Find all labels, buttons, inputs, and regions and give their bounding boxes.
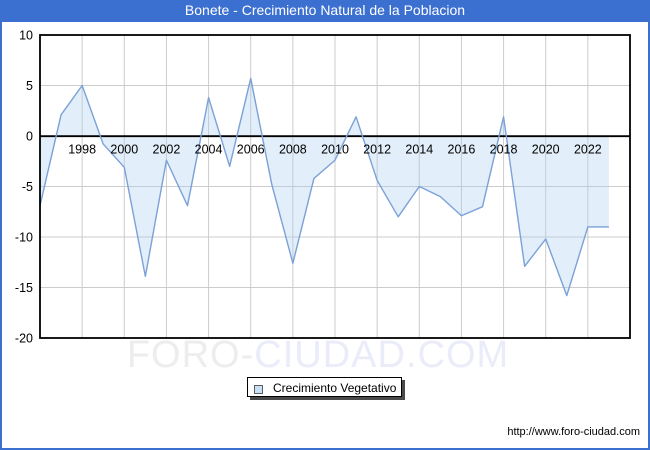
- svg-text:2012: 2012: [363, 143, 391, 157]
- svg-text:1998: 1998: [68, 143, 96, 157]
- svg-text:2014: 2014: [405, 143, 433, 157]
- svg-text:2004: 2004: [195, 143, 223, 157]
- svg-text:2006: 2006: [237, 143, 265, 157]
- svg-text:10: 10: [19, 29, 33, 43]
- svg-text:-5: -5: [22, 180, 33, 194]
- svg-text:2016: 2016: [448, 143, 476, 157]
- svg-text:2010: 2010: [321, 143, 349, 157]
- svg-text:2022: 2022: [574, 143, 602, 157]
- svg-text:-10: -10: [15, 231, 33, 245]
- svg-text:2020: 2020: [532, 143, 560, 157]
- svg-text:2000: 2000: [110, 143, 138, 157]
- svg-text:-20: -20: [15, 332, 33, 346]
- svg-text:2002: 2002: [153, 143, 181, 157]
- svg-text:2018: 2018: [490, 143, 518, 157]
- svg-text:0: 0: [26, 130, 33, 144]
- svg-text:-15: -15: [15, 281, 33, 295]
- svg-text:5: 5: [26, 79, 33, 93]
- svg-text:2008: 2008: [279, 143, 307, 157]
